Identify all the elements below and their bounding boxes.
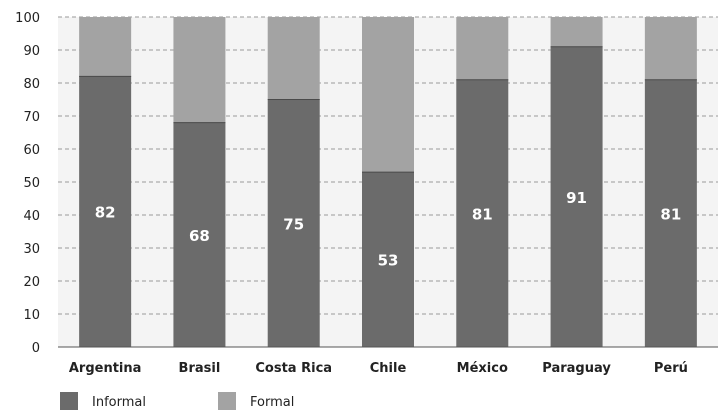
bar-informal-1 — [173, 122, 226, 347]
data-label: 53 — [378, 252, 399, 270]
bar-formal-6 — [644, 17, 697, 80]
y-tick-label: 60 — [23, 143, 40, 158]
legend-swatch-formal — [218, 392, 236, 410]
legend-label-formal: Formal — [250, 395, 294, 410]
y-tick-label: 40 — [23, 209, 40, 224]
bar-informal-4 — [456, 79, 509, 347]
data-label: 82 — [95, 204, 116, 222]
y-tick-label: 50 — [23, 176, 40, 191]
y-tick-label: 90 — [23, 44, 40, 59]
x-tick-label: Argentina — [69, 361, 142, 376]
y-axis: 0 10 20 30 40 50 60 70 80 90 100 — [15, 11, 40, 356]
bar-informal-6 — [644, 79, 697, 347]
bar-formal-4 — [456, 17, 509, 80]
legend: Informal Formal — [60, 392, 294, 410]
y-tick-label: 100 — [15, 11, 40, 26]
bar-formal-5 — [550, 17, 603, 47]
data-label: 81 — [472, 205, 493, 223]
data-label: 75 — [283, 215, 304, 233]
legend-swatch-informal — [60, 392, 78, 410]
bar-formal-0 — [79, 17, 132, 77]
x-tick-label: Brasil — [179, 361, 221, 376]
bar-informal-2 — [267, 99, 320, 347]
x-tick-label: Chile — [370, 361, 407, 376]
bar-formal-1 — [173, 17, 226, 123]
bar-informal-5 — [550, 46, 603, 347]
data-label: 68 — [189, 227, 210, 245]
bar-informal-0 — [79, 76, 132, 348]
data-label: 91 — [566, 189, 587, 207]
x-tick-label: Paraguay — [542, 361, 611, 376]
y-tick-label: 80 — [23, 77, 40, 92]
y-tick-label: 30 — [23, 242, 40, 257]
x-tick-label: Costa Rica — [255, 361, 332, 376]
x-tick-label: Perú — [654, 361, 688, 376]
y-tick-label: 0 — [32, 341, 40, 356]
bars: 82 68 75 53 81 91 81 — [79, 17, 697, 348]
bar-informal-3 — [362, 172, 414, 347]
x-tick-label: México — [457, 361, 508, 376]
legend-label-informal: Informal — [92, 395, 146, 410]
x-axis: Argentina Brasil Costa Rica Chile México Para… — [69, 361, 688, 376]
y-tick-label: 20 — [23, 275, 40, 290]
data-label: 81 — [660, 205, 681, 223]
y-tick-label: 10 — [23, 308, 40, 323]
y-tick-label: 70 — [23, 110, 40, 125]
bar-formal-2 — [267, 17, 320, 100]
bar-formal-3 — [362, 17, 414, 173]
